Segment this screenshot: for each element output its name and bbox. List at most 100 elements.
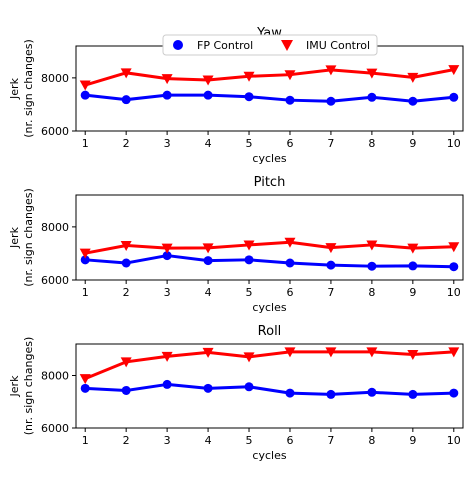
- panel-3: Roll 1 2 3 4 5 6 7 8 9 10 6000 8000 cycles Jerk (nr. si…: [8, 324, 464, 462]
- y-tick-label: 6000: [41, 422, 69, 435]
- x-tick-label: 4: [205, 434, 212, 447]
- data-point: [80, 255, 90, 265]
- data-point: [366, 68, 378, 79]
- y-tick-label: 8000: [41, 221, 69, 234]
- series-line: [85, 382, 454, 396]
- y-tick-label: 6000: [41, 274, 69, 287]
- data-point: [161, 74, 173, 85]
- data-point: [326, 260, 336, 270]
- legend-label: FP Control: [197, 39, 253, 52]
- x-tick-label: 9: [409, 137, 416, 150]
- panel-title: Pitch: [254, 175, 286, 190]
- data-point: [79, 374, 91, 385]
- data-point: [449, 92, 459, 102]
- data-point: [121, 95, 131, 105]
- legend: FP Control IMU Control: [162, 34, 378, 56]
- data-point: [449, 388, 459, 398]
- data-point: [285, 388, 295, 398]
- data-point: [162, 251, 172, 261]
- y-axis-label: Jerk: [8, 226, 21, 249]
- panel-title: Roll: [258, 324, 282, 339]
- data-point: [120, 68, 132, 79]
- data-point: [243, 240, 255, 251]
- plot-frame: [75, 194, 464, 281]
- data-point: [202, 347, 214, 358]
- legend-box: [162, 34, 378, 56]
- data-point: [326, 389, 336, 399]
- data-point: [243, 71, 255, 82]
- x-tick-label: 7: [327, 137, 334, 150]
- y-tick-label: 8000: [41, 72, 69, 85]
- data-point: [80, 383, 90, 393]
- data-point: [79, 80, 91, 91]
- data-point: [284, 70, 296, 81]
- series-line: [85, 254, 454, 269]
- x-axis-label: cycles: [252, 301, 286, 314]
- data-point: [120, 240, 132, 251]
- x-tick-label: 5: [246, 137, 253, 150]
- x-tick-label: 1: [82, 434, 89, 447]
- x-tick-label: 4: [205, 286, 212, 299]
- x-tick-label: 3: [164, 434, 171, 447]
- y-tick-label: 8000: [41, 370, 69, 383]
- data-point: [203, 383, 213, 393]
- legend-label: IMU Control: [306, 39, 370, 52]
- data-point: [80, 90, 90, 100]
- x-tick-label: 10: [447, 434, 461, 447]
- data-point: [407, 72, 419, 83]
- data-point: [449, 262, 459, 272]
- x-tick-label: 6: [286, 434, 293, 447]
- data-point: [408, 261, 418, 271]
- data-point: [325, 65, 337, 76]
- x-tick-label: 10: [447, 137, 461, 150]
- data-point: [120, 357, 132, 368]
- series-line: [85, 93, 454, 103]
- data-point: [285, 95, 295, 105]
- x-tick-label: 5: [246, 286, 253, 299]
- data-point: [325, 243, 337, 254]
- data-point: [284, 347, 296, 358]
- data-point: [121, 385, 131, 395]
- plot-frame: [75, 45, 464, 132]
- data-point: [407, 243, 419, 254]
- data-point: [285, 258, 295, 268]
- x-tick-label: 8: [368, 137, 375, 150]
- data-point: [244, 382, 254, 392]
- x-tick-label: 9: [409, 434, 416, 447]
- data-point: [203, 90, 213, 100]
- x-tick-label: 10: [447, 286, 461, 299]
- data-point: [244, 92, 254, 102]
- data-point: [366, 240, 378, 251]
- x-axis-label: cycles: [252, 152, 286, 165]
- panel-2: Pitch 1 2 3 4 5 6 7 8 9 10 6000 8000 cycles Jerk (nr. s…: [8, 175, 464, 314]
- data-point: [448, 242, 460, 253]
- data-point: [367, 92, 377, 102]
- x-tick-label: 3: [164, 286, 171, 299]
- x-tick-label: 6: [286, 137, 293, 150]
- x-tick-label: 4: [205, 137, 212, 150]
- x-axis-label: cycles: [252, 449, 286, 462]
- data-point: [202, 75, 214, 86]
- x-tick-label: 8: [368, 434, 375, 447]
- series-line: [84, 68, 455, 87]
- data-point: [79, 248, 91, 259]
- legend-marker: [173, 40, 183, 50]
- x-tick-label: 6: [286, 286, 293, 299]
- x-tick-label: 7: [327, 286, 334, 299]
- x-tick-label: 2: [123, 286, 130, 299]
- data-point: [367, 261, 377, 271]
- data-point: [121, 258, 131, 268]
- data-point: [408, 389, 418, 399]
- plot-frame: [75, 343, 464, 429]
- series-line: [84, 350, 454, 381]
- data-point: [366, 347, 378, 358]
- y-tick-label: 6000: [41, 125, 69, 138]
- x-tick-label: 5: [246, 434, 253, 447]
- x-tick-label: 1: [82, 137, 89, 150]
- data-point: [408, 96, 418, 106]
- data-point: [448, 347, 460, 358]
- x-tick-label: 9: [409, 286, 416, 299]
- x-tick-label: 1: [82, 286, 89, 299]
- x-tick-label: 2: [123, 434, 130, 447]
